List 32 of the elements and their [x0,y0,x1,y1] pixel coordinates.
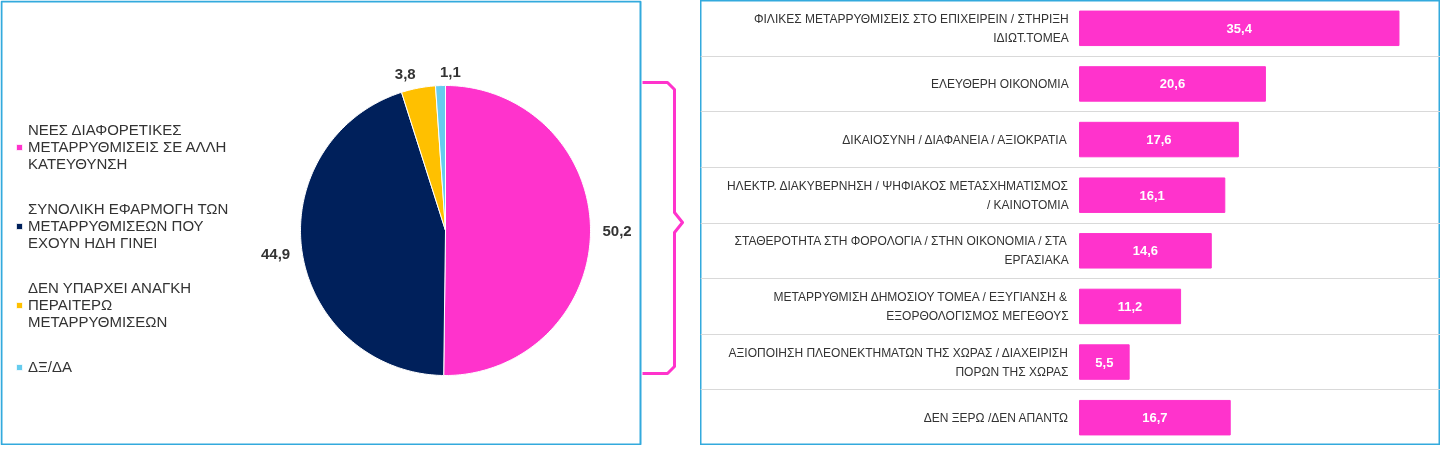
bar [1079,121,1239,158]
y-tick-label: ΔΕΝ ΞΕΡΩ /ΔΕΝ ΑΠΑΝΤΩ [923,410,1069,425]
data-label: 17,6 [1146,132,1172,148]
y-tick-label: ΣΤΑΘΕΡΟΤΗΤΑ ΣΤΗ ΦΟΡΟΛΟΓΙΑ / ΣΤΗΝ ΟΙΚΟΝΟΜΙΑ / ΣΤΑ ΕΡΓΑΣΙΑΚΑ [734,234,1069,268]
bar [1079,10,1400,47]
y-tick-label: ΜΕΤΑΡΡΥΘΜΙΣΗ ΔΗΜΟΣΙΟΥ ΤΟΜΕΑ / ΕΞΥΓΙΑΝΣΗ & ΕΞΟΡΘΟΛΟΓΙΣΜΟΣ ΜΕΓΕΘΟΥΣ [773,289,1069,323]
bar [1079,66,1266,102]
data-label: 16,7 [1142,410,1168,426]
bar [1079,399,1231,436]
legend-label: ΝΕΕΣ ΔΙΑΦΟΡΕΤΙΚΕΣ ΜΕΤΑΡΡΥΘΜΙΣΕΙΣ ΣΕ ΑΛΛΗ ΚΑΤΕΥΘΥΝΣΗ [28,121,227,172]
data-label: 20,6 [1159,76,1186,92]
data-label: 5,5 [1095,354,1114,370]
data-label: 16,1 [1139,187,1165,203]
data-label: 14,6 [1132,243,1159,259]
y-tick-label: ΑΞΙΟΠΟΙΗΣΗ ΠΛΕΟΝΕΚΤΗΜΑΤΩΝ ΤΗΣ ΧΩΡΑΣ / ΔΙΑΧΕΙΡΙΣΗ ΠΟΡΩΝ ΤΗΣ ΧΩΡΑΣ [728,345,1069,379]
data-label: 50,2 [602,222,632,240]
y-tick-label: ΦΙΛΙΚΕΣ ΜΕΤΑΡΡΥΘΜΙΣΕΙΣ ΣΤΟ ΕΠΙΧΕΙΡΕΙΝ / ΣΤΗΡΙΞΗ ΙΔΙΩΤ.ΤΟΜΕΑ [753,11,1069,45]
legend-label: ΔΞ/ΔΑ [28,358,72,375]
bar [1079,233,1212,269]
y-tick-label: ΕΛΕΥΘΕΡΗ ΟΙΚΟΝΟΜΙΑ [931,76,1069,91]
bar [1079,344,1130,380]
bar [1079,288,1182,325]
legend-label: ΔΕΝ ΥΠΑΡΧΕΙ ΑΝΑΓΚΗ ΠΕΡΑΙΤΕΡΩ ΜΕΤΑΡΡΥΘΜΙΣΕΩΝ [28,279,192,330]
data-label: 44,9 [261,244,291,262]
data-label: 3,8 [394,65,416,83]
data-label: 1,1 [440,62,461,80]
data-label: 35,4 [1226,20,1253,36]
bar [1079,177,1226,213]
y-tick-label: ΗΛΕΚΤΡ. ΔΙΑΚΥΒΕΡΝΗΣΗ / ΨΗΦΙΑΚΟΣ ΜΕΤΑΣΧΗΜΑΤΙΣΜΟΣ / ΚΑΙΝΟΤΟΜΙΑ [726,178,1069,212]
data-label: 11,2 [1117,298,1143,314]
legend-label: ΣΥΝΟΛΙΚΗ ΕΦΑΡΜΟΓΗ ΤΩΝ ΜΕΤΑΡΡΥΘΜΙΣΕΩΝ ΠΟΥ ΕΧΟΥΝ ΗΔΗ ΓΙΝΕΙ [28,200,229,251]
y-tick-label: ΔΙΚΑΙΟΣΥΝΗ / ΔΙΑΦΑΝΕΙΑ / ΑΞΙΟΚΡΑΤΙΑ [842,132,1067,147]
